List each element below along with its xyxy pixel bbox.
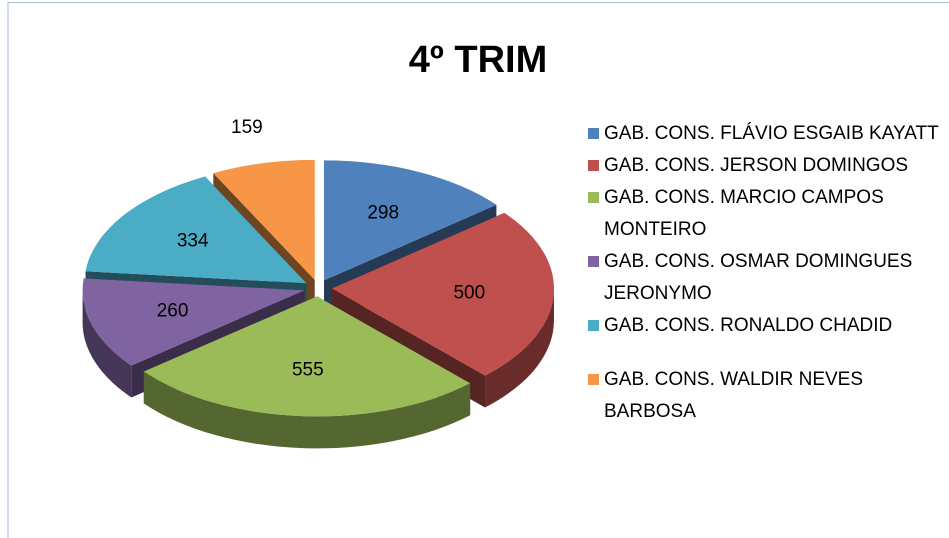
slice-top xyxy=(324,160,497,281)
slice xyxy=(143,296,471,449)
legend-item: GAB. CONS. WALDIR NEVES BARBOSA xyxy=(588,364,948,428)
legend: GAB. CONS. FLÁVIO ESGAIB KAYATT GAB. CONS… xyxy=(588,118,948,428)
legend-item: GAB. CONS. FLÁVIO ESGAIB KAYATT xyxy=(588,118,948,150)
data-label: 260 xyxy=(157,301,189,322)
data-label: 298 xyxy=(367,202,399,223)
legend-item: GAB. CONS. RONALDO CHADID xyxy=(588,310,948,342)
legend-swatch xyxy=(588,320,599,331)
legend-label: GAB. CONS. RONALDO CHADID xyxy=(604,315,893,336)
legend-label: GAB. CONS. WALDIR NEVES BARBOSA xyxy=(604,369,864,422)
data-label: 500 xyxy=(453,282,485,303)
slice-wall xyxy=(82,290,132,398)
slice-wall xyxy=(485,288,554,408)
legend-swatch xyxy=(588,256,599,267)
legend-label: GAB. CONS. MARCIO CAMPOS MONTEIRO xyxy=(604,187,884,240)
legend-item: GAB. CONS. MARCIO CAMPOS MONTEIRO xyxy=(588,182,948,246)
slice-wall xyxy=(143,371,471,449)
data-label: 555 xyxy=(292,360,324,381)
slice-top xyxy=(143,296,471,417)
legend-label: GAB. CONS. FLÁVIO ESGAIB KAYATT xyxy=(604,123,939,144)
legend-label: GAB. CONS. JERSON DOMINGOS xyxy=(604,155,909,176)
slice-top xyxy=(82,278,305,366)
legend-swatch xyxy=(588,128,599,139)
legend-swatch xyxy=(588,160,599,171)
slice-top xyxy=(331,212,554,376)
slice-top xyxy=(85,176,307,284)
data-label: 159 xyxy=(231,117,263,138)
legend-item: GAB. CONS. JERSON DOMINGOS xyxy=(588,150,948,182)
slice-top xyxy=(213,159,315,280)
legend-label: GAB. CONS. OSMAR DOMINGUES JERONYMO xyxy=(604,251,913,304)
frame xyxy=(7,2,949,538)
legend-swatch xyxy=(588,374,599,385)
legend-item: GAB. CONS. OSMAR DOMINGUES JERONYMO xyxy=(588,246,948,310)
data-label: 334 xyxy=(177,230,209,251)
chart-title: 4º TRIM xyxy=(409,39,547,81)
legend-swatch xyxy=(588,192,599,203)
